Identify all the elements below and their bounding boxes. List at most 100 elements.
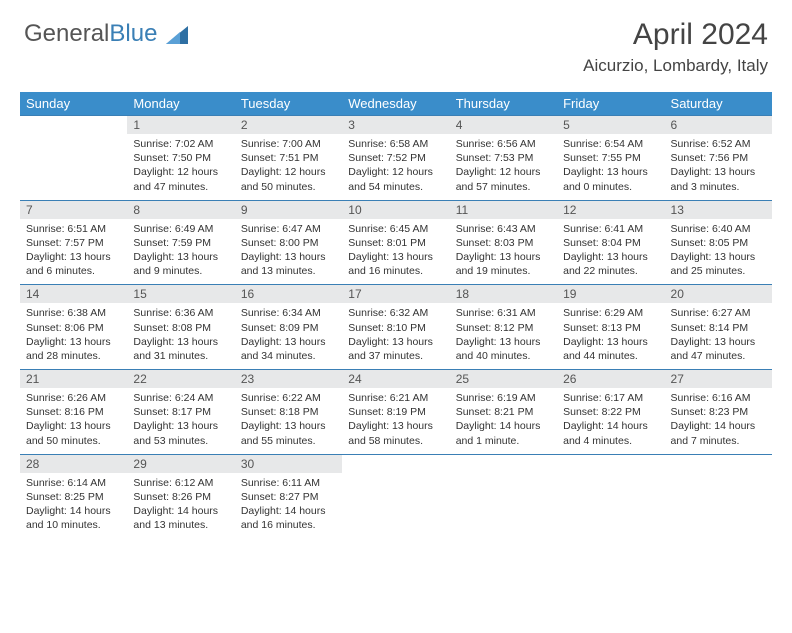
day-content-cell: Sunrise: 6:26 AMSunset: 8:16 PMDaylight:… (20, 388, 127, 454)
sunrise-text: Sunrise: 6:24 AM (133, 391, 228, 405)
day-content-cell: Sunrise: 6:43 AMSunset: 8:03 PMDaylight:… (450, 219, 557, 285)
day-content-cell: Sunrise: 6:19 AMSunset: 8:21 PMDaylight:… (450, 388, 557, 454)
sunset-text: Sunset: 8:08 PM (133, 321, 228, 335)
daylight-text: Daylight: 13 hours and 22 minutes. (563, 250, 658, 278)
sunrise-text: Sunrise: 6:34 AM (241, 306, 336, 320)
daylight-text: Daylight: 13 hours and 9 minutes. (133, 250, 228, 278)
day-number-cell: 13 (665, 200, 772, 219)
day-number-cell (342, 454, 449, 473)
day-number-cell: 24 (342, 370, 449, 389)
day-number-cell: 15 (127, 285, 234, 304)
day-number-cell (450, 454, 557, 473)
sunset-text: Sunset: 8:04 PM (563, 236, 658, 250)
sunrise-text: Sunrise: 6:26 AM (26, 391, 121, 405)
day-content-cell: Sunrise: 6:38 AMSunset: 8:06 PMDaylight:… (20, 303, 127, 369)
day-number-cell: 19 (557, 285, 664, 304)
sunset-text: Sunset: 8:03 PM (456, 236, 551, 250)
day-content-row: Sunrise: 6:26 AMSunset: 8:16 PMDaylight:… (20, 388, 772, 454)
day-number-cell: 6 (665, 116, 772, 135)
sunset-text: Sunset: 7:50 PM (133, 151, 228, 165)
day-content-cell: Sunrise: 6:21 AMSunset: 8:19 PMDaylight:… (342, 388, 449, 454)
day-content-cell: Sunrise: 6:34 AMSunset: 8:09 PMDaylight:… (235, 303, 342, 369)
sunset-text: Sunset: 7:55 PM (563, 151, 658, 165)
sunrise-text: Sunrise: 6:32 AM (348, 306, 443, 320)
sunrise-text: Sunrise: 6:21 AM (348, 391, 443, 405)
daylight-text: Daylight: 13 hours and 3 minutes. (671, 165, 766, 193)
day-content-cell: Sunrise: 7:00 AMSunset: 7:51 PMDaylight:… (235, 134, 342, 200)
day-content-cell: Sunrise: 6:49 AMSunset: 7:59 PMDaylight:… (127, 219, 234, 285)
daylight-text: Daylight: 13 hours and 55 minutes. (241, 419, 336, 447)
daylight-text: Daylight: 13 hours and 28 minutes. (26, 335, 121, 363)
daylight-text: Daylight: 12 hours and 47 minutes. (133, 165, 228, 193)
day-content-cell: Sunrise: 6:14 AMSunset: 8:25 PMDaylight:… (20, 473, 127, 539)
sunset-text: Sunset: 7:51 PM (241, 151, 336, 165)
daylight-text: Daylight: 13 hours and 6 minutes. (26, 250, 121, 278)
weekday-header: Thursday (450, 92, 557, 116)
sunset-text: Sunset: 8:09 PM (241, 321, 336, 335)
daylight-text: Daylight: 14 hours and 7 minutes. (671, 419, 766, 447)
brand-part2: Blue (109, 20, 157, 47)
sunset-text: Sunset: 8:13 PM (563, 321, 658, 335)
day-content-row: Sunrise: 6:14 AMSunset: 8:25 PMDaylight:… (20, 473, 772, 539)
bottom-rule (20, 539, 772, 633)
daylight-text: Daylight: 14 hours and 1 minute. (456, 419, 551, 447)
day-content-row: Sunrise: 6:38 AMSunset: 8:06 PMDaylight:… (20, 303, 772, 369)
weekday-header: Monday (127, 92, 234, 116)
sunrise-text: Sunrise: 6:11 AM (241, 476, 336, 490)
daylight-text: Daylight: 13 hours and 37 minutes. (348, 335, 443, 363)
day-number-cell: 10 (342, 200, 449, 219)
day-number-cell: 25 (450, 370, 557, 389)
day-number-cell: 22 (127, 370, 234, 389)
sunrise-text: Sunrise: 7:00 AM (241, 137, 336, 151)
day-number-cell: 4 (450, 116, 557, 135)
day-number-cell: 2 (235, 116, 342, 135)
sunset-text: Sunset: 8:01 PM (348, 236, 443, 250)
daylight-text: Daylight: 13 hours and 19 minutes. (456, 250, 551, 278)
daylight-text: Daylight: 13 hours and 0 minutes. (563, 165, 658, 193)
daylight-text: Daylight: 13 hours and 53 minutes. (133, 419, 228, 447)
day-content-cell: Sunrise: 6:52 AMSunset: 7:56 PMDaylight:… (665, 134, 772, 200)
sunrise-text: Sunrise: 6:31 AM (456, 306, 551, 320)
sunrise-text: Sunrise: 6:52 AM (671, 137, 766, 151)
sunrise-text: Sunrise: 6:58 AM (348, 137, 443, 151)
day-number-cell: 29 (127, 454, 234, 473)
day-number-row: 123456 (20, 116, 772, 135)
sunrise-text: Sunrise: 6:38 AM (26, 306, 121, 320)
day-content-cell: Sunrise: 6:54 AMSunset: 7:55 PMDaylight:… (557, 134, 664, 200)
day-content-cell: Sunrise: 6:27 AMSunset: 8:14 PMDaylight:… (665, 303, 772, 369)
sunset-text: Sunset: 8:14 PM (671, 321, 766, 335)
day-number-cell: 14 (20, 285, 127, 304)
sunset-text: Sunset: 7:52 PM (348, 151, 443, 165)
sunrise-text: Sunrise: 6:22 AM (241, 391, 336, 405)
sunrise-text: Sunrise: 6:49 AM (133, 222, 228, 236)
day-number-cell: 26 (557, 370, 664, 389)
day-number-cell: 20 (665, 285, 772, 304)
sunrise-text: Sunrise: 6:19 AM (456, 391, 551, 405)
sunset-text: Sunset: 7:59 PM (133, 236, 228, 250)
sunset-text: Sunset: 8:00 PM (241, 236, 336, 250)
day-content-cell: Sunrise: 6:47 AMSunset: 8:00 PMDaylight:… (235, 219, 342, 285)
sunrise-text: Sunrise: 6:27 AM (671, 306, 766, 320)
sunset-text: Sunset: 8:27 PM (241, 490, 336, 504)
day-number-row: 14151617181920 (20, 285, 772, 304)
sunrise-text: Sunrise: 7:02 AM (133, 137, 228, 151)
daylight-text: Daylight: 13 hours and 16 minutes. (348, 250, 443, 278)
sunset-text: Sunset: 8:10 PM (348, 321, 443, 335)
day-number-cell: 17 (342, 285, 449, 304)
sunset-text: Sunset: 8:12 PM (456, 321, 551, 335)
sunset-text: Sunset: 8:05 PM (671, 236, 766, 250)
day-number-cell (557, 454, 664, 473)
day-number-cell: 27 (665, 370, 772, 389)
day-content-cell: Sunrise: 6:51 AMSunset: 7:57 PMDaylight:… (20, 219, 127, 285)
day-content-cell: Sunrise: 7:02 AMSunset: 7:50 PMDaylight:… (127, 134, 234, 200)
sunset-text: Sunset: 7:57 PM (26, 236, 121, 250)
weekday-header: Sunday (20, 92, 127, 116)
daylight-text: Daylight: 13 hours and 40 minutes. (456, 335, 551, 363)
day-number-cell: 28 (20, 454, 127, 473)
day-number-cell: 18 (450, 285, 557, 304)
sunrise-text: Sunrise: 6:16 AM (671, 391, 766, 405)
weekday-header: Tuesday (235, 92, 342, 116)
day-number-row: 78910111213 (20, 200, 772, 219)
daylight-text: Daylight: 13 hours and 44 minutes. (563, 335, 658, 363)
sunset-text: Sunset: 8:17 PM (133, 405, 228, 419)
